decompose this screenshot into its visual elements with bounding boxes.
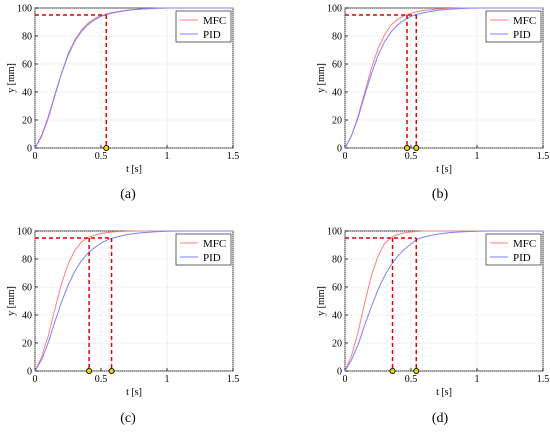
y-tick-label: 100 (17, 227, 32, 238)
settling-time-marker (413, 144, 420, 152)
series-line-pid (34, 7, 233, 149)
y-tick-label: 60 (22, 60, 32, 71)
y-tick-label: 40 (332, 311, 342, 322)
y-axis-label: y [mm] (6, 63, 17, 93)
y-tick-label: 80 (22, 32, 32, 43)
y-tick-label: 20 (22, 339, 32, 350)
legend-label-pid: PID (203, 252, 221, 264)
y-tick-label: 40 (22, 311, 32, 322)
x-axis-label: t [s] (436, 387, 452, 398)
x-axis-label: t [s] (126, 387, 142, 398)
settling-time-marker (86, 367, 93, 375)
x-tick-label: 1.5 (537, 151, 550, 162)
y-tick-label: 80 (22, 255, 32, 266)
x-axis-label: t [s] (436, 164, 452, 175)
legend-label-pid: PID (513, 29, 531, 41)
legend-label-mfc: MFC (203, 238, 226, 250)
legend-label-mfc: MFC (203, 15, 226, 27)
settling-time-marker (413, 367, 420, 375)
legend-label-mfc: MFC (513, 238, 536, 250)
x-tick-label: 1 (165, 374, 170, 385)
x-tick-label: 1 (475, 374, 480, 385)
panel-caption: (a) (120, 187, 136, 202)
y-tick-label: 0 (337, 367, 342, 378)
y-tick-label: 80 (332, 32, 342, 43)
legend-box (485, 10, 542, 43)
y-tick-label: 0 (27, 367, 32, 378)
y-tick-label: 20 (332, 339, 342, 350)
legend-label-pid: PID (513, 252, 531, 264)
chart-panel-1: 0 0.5 1 1.5 0 20 40 60 80 100 t [s] y [mm] MFC PID (a) (6, 4, 239, 203)
y-axis-label: y [mm] (316, 286, 327, 316)
series-line-pid (344, 7, 543, 149)
x-tick-label: 1.5 (537, 374, 550, 385)
y-axis-label: y [mm] (316, 63, 327, 93)
panel-caption: (b) (432, 187, 449, 202)
x-tick-label: 0 (33, 151, 38, 162)
y-tick-label: 20 (332, 116, 342, 127)
series-line-pid (344, 230, 543, 372)
legend-box (175, 233, 232, 266)
x-tick-label: 1 (475, 151, 480, 162)
legend: MFC PID (175, 233, 232, 266)
y-tick-label: 100 (327, 227, 342, 238)
y-tick-label: 60 (332, 283, 342, 294)
x-tick-label: 0.5 (405, 374, 418, 385)
panel-caption: (c) (120, 411, 136, 426)
x-tick-label: 0 (343, 374, 348, 385)
y-tick-label: 80 (332, 255, 342, 266)
settling-time-marker (389, 367, 396, 375)
settling-time-marker (403, 144, 411, 152)
legend-box (175, 10, 232, 43)
x-tick-label: 1.5 (227, 151, 240, 162)
chart-panel-3: 0 0.5 1 1.5 0 20 40 60 80 100 t [s] y [mm] MFC PID (c) (6, 227, 239, 427)
y-tick-label: 100 (17, 4, 32, 15)
legend-label-mfc: MFC (513, 15, 536, 27)
x-tick-label: 0.5 (405, 151, 418, 162)
legend-label-pid: PID (203, 29, 221, 41)
y-tick-label: 0 (27, 144, 32, 155)
series-line-pid (34, 230, 233, 372)
legend: MFC PID (485, 10, 542, 43)
y-tick-label: 0 (337, 144, 342, 155)
legend-box (485, 233, 542, 266)
y-tick-label: 100 (327, 4, 342, 15)
chart-panel-2: 0 0.5 1 1.5 0 20 40 60 80 100 t [s] y [mm] MFC PID (b) (316, 4, 549, 203)
y-tick-label: 40 (332, 88, 342, 99)
x-tick-label: 1 (165, 151, 170, 162)
x-axis-label: t [s] (126, 164, 142, 175)
legend: MFC PID (485, 233, 542, 266)
settling-time-marker (103, 144, 110, 152)
x-tick-label: 0 (343, 151, 348, 162)
x-tick-label: 1.5 (227, 374, 240, 385)
y-axis-label: y [mm] (6, 286, 17, 316)
x-tick-label: 0.5 (95, 151, 108, 162)
chart-panel-4: 0 0.5 1 1.5 0 20 40 60 80 100 t [s] y [mm] MFC PID (d) (316, 227, 549, 427)
y-tick-label: 60 (22, 283, 32, 294)
x-tick-label: 0 (33, 374, 38, 385)
legend: MFC PID (175, 10, 232, 43)
x-tick-label: 0.5 (95, 374, 108, 385)
y-tick-label: 40 (22, 88, 32, 99)
panel-caption: (d) (432, 411, 449, 426)
settling-time-marker (108, 367, 115, 375)
y-tick-label: 20 (22, 116, 32, 127)
y-tick-label: 60 (332, 60, 342, 71)
